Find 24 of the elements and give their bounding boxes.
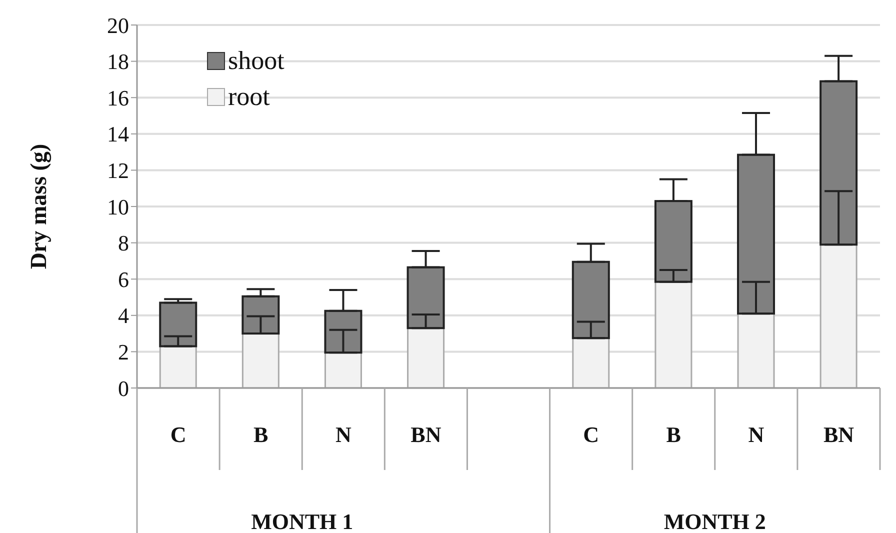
y-tick-label: 20 [107,12,129,38]
x-tick-label: B [253,422,268,447]
x-tick-label: BN [823,422,854,447]
y-tick-label: 12 [107,158,129,184]
x-tick-label: C [170,422,186,447]
text: MONTH 1 [251,509,354,533]
y-tick-label: 16 [107,85,129,110]
x-tick-label: N [335,422,352,447]
legend-label: root [228,81,270,113]
y-tick-label: 10 [107,194,129,220]
y-tick-label: 4 [118,303,129,328]
y-tick-label: 18 [107,49,129,74]
legend-label: shoot [228,45,284,77]
y-tick-label: 6 [118,266,129,292]
x-tick-label: B [666,422,682,447]
y-axis-title: Dry mass (g) [26,144,52,270]
text: MONTH 2 [664,509,766,533]
x-tick-label: C [583,422,599,447]
y-tick-label: 2 [118,340,129,365]
x-tick-label: BN [410,422,442,447]
y-tick-label: 8 [118,230,129,256]
y-tick-label: 14 [107,122,129,147]
y-tick-label: 0 [118,376,129,401]
x-tick-label: N [748,422,764,447]
